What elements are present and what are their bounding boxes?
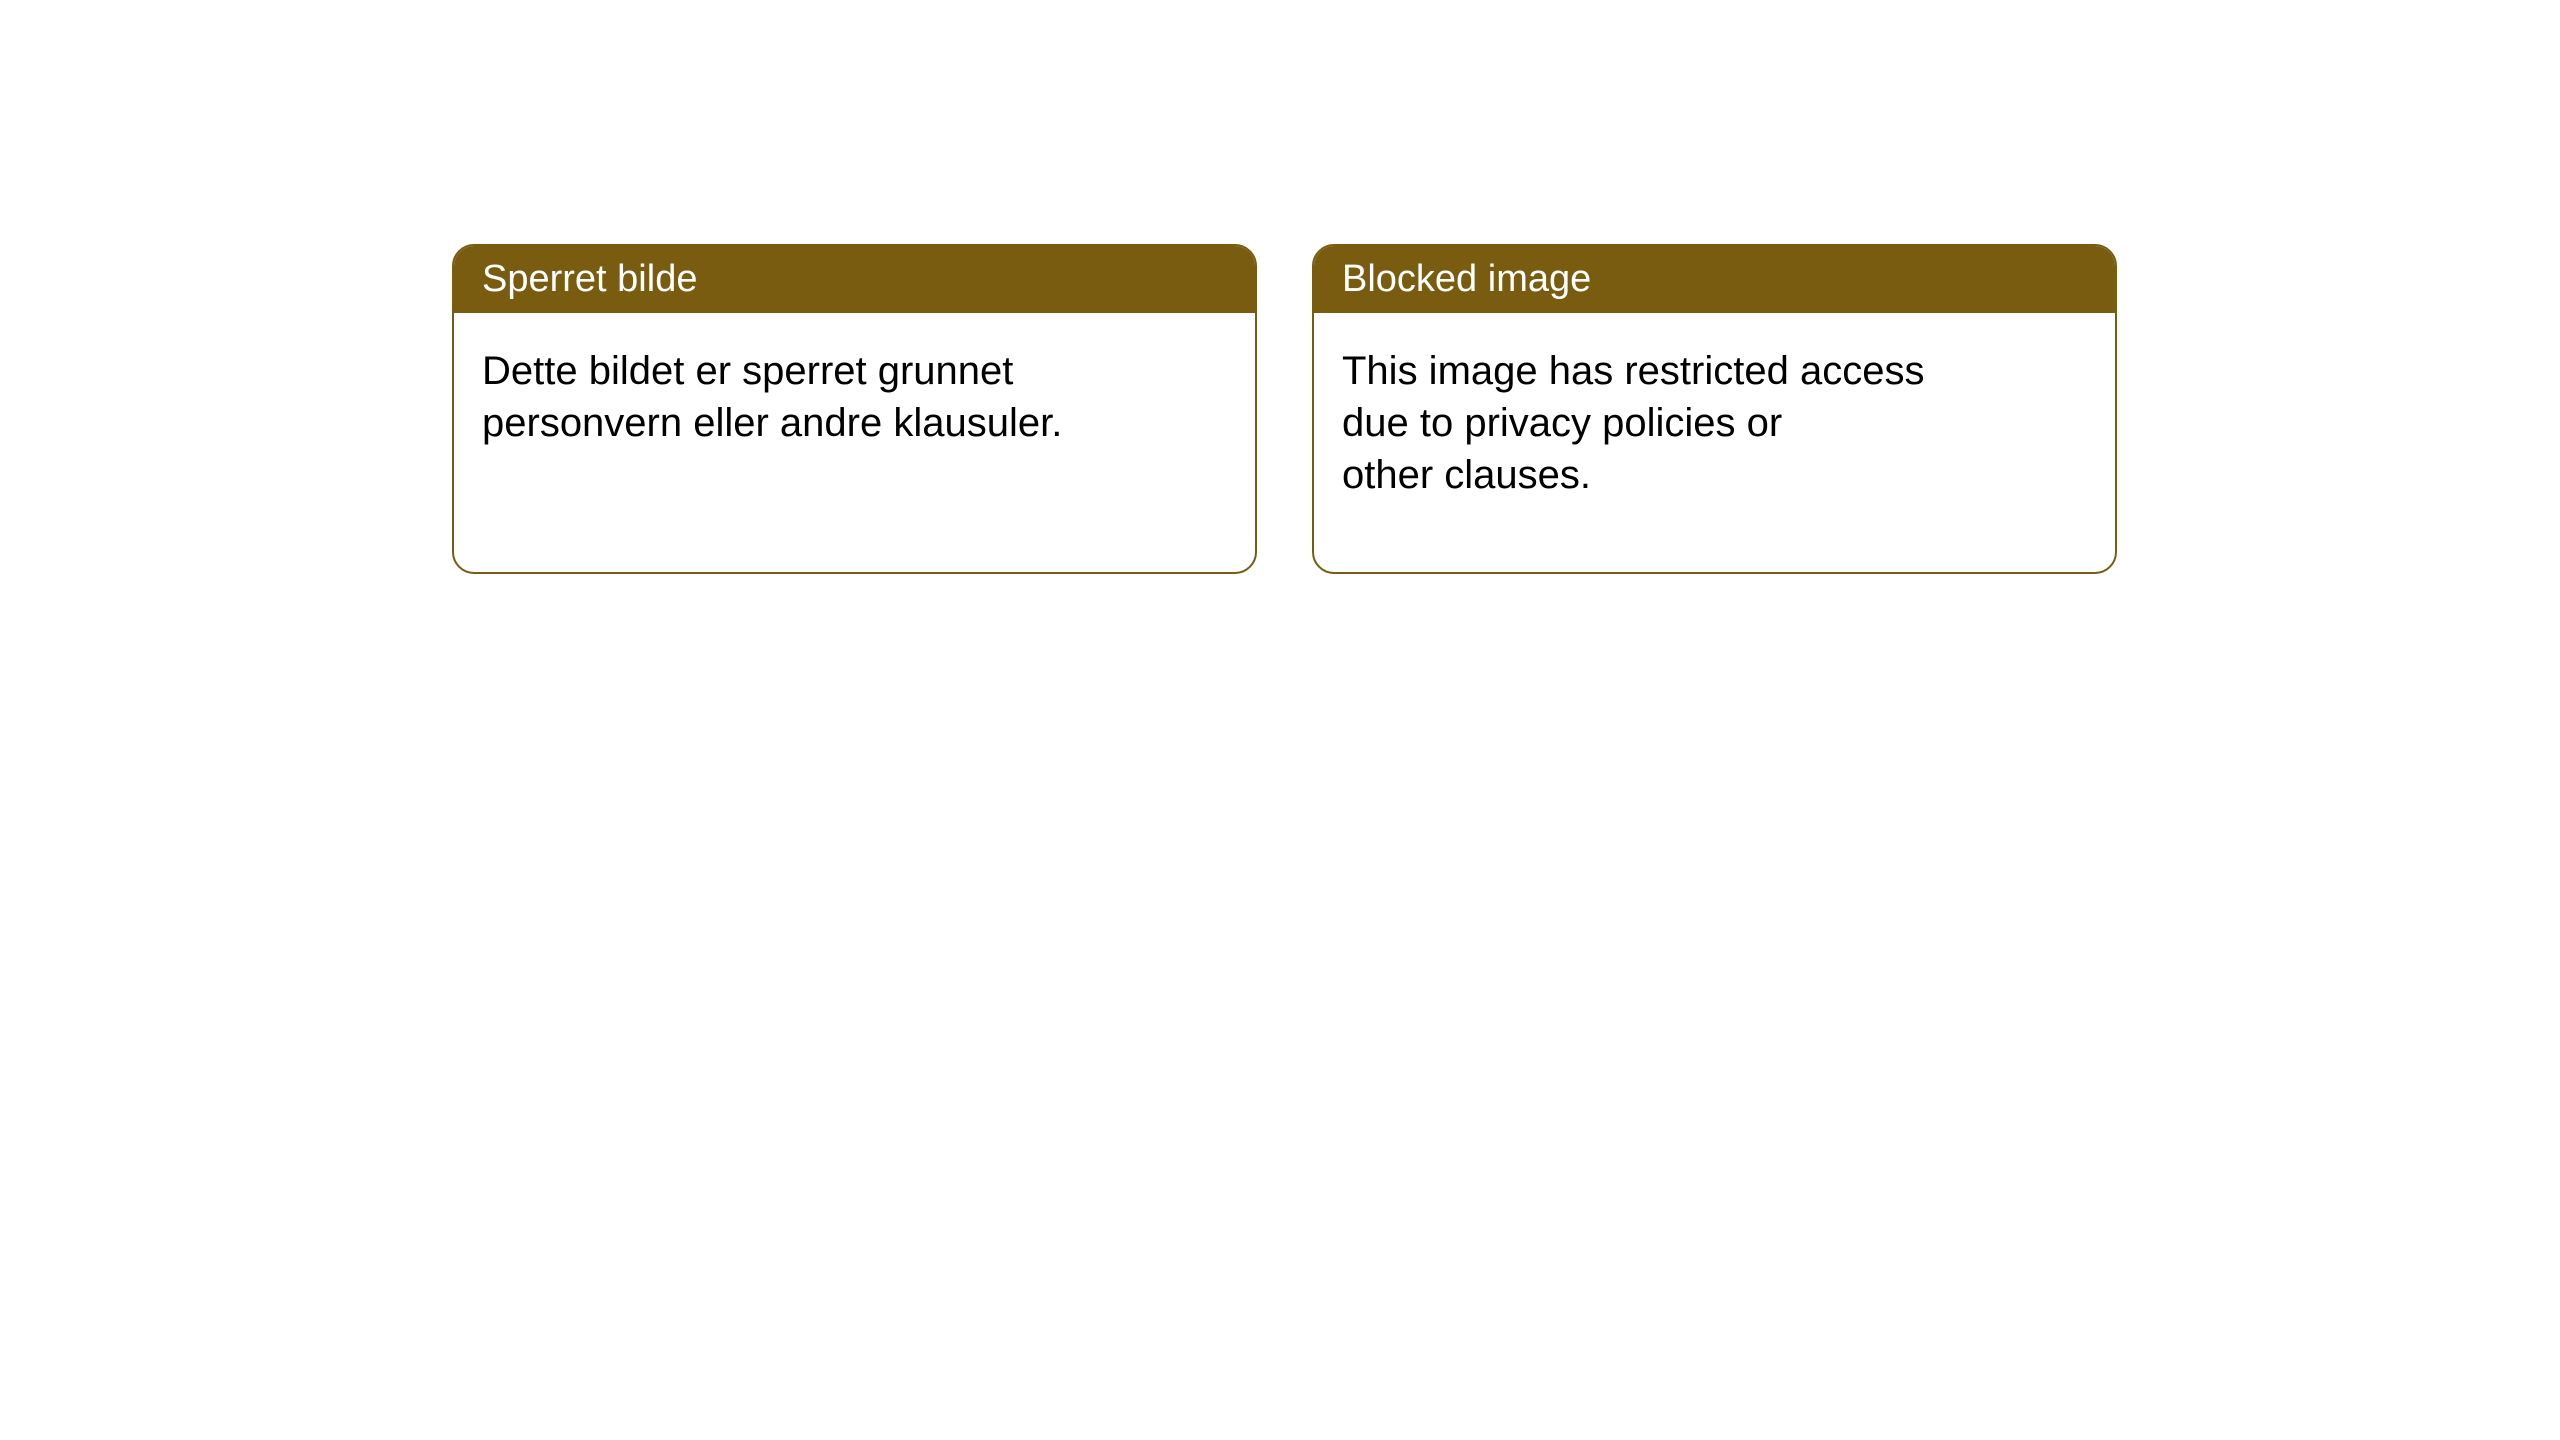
notice-container: Sperret bilde Dette bildet er sperret gr… [452, 244, 2117, 574]
notice-body: This image has restricted access due to … [1314, 313, 2115, 533]
notice-card-norwegian: Sperret bilde Dette bildet er sperret gr… [452, 244, 1257, 574]
notice-card-english: Blocked image This image has restricted … [1312, 244, 2117, 574]
notice-body: Dette bildet er sperret grunnet personve… [454, 313, 1255, 481]
notice-header: Sperret bilde [454, 246, 1255, 313]
notice-header: Blocked image [1314, 246, 2115, 313]
